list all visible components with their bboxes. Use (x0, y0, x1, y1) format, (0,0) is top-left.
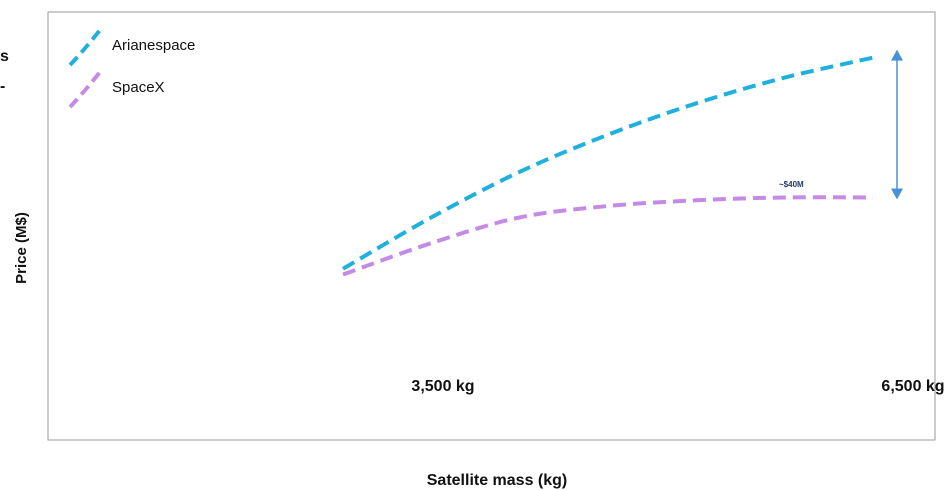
x-axis-label: Satellite mass (kg) (427, 472, 568, 489)
series-layer (341, 55, 874, 277)
plot-area (47, 11, 936, 441)
annotation-layer: ~$40M (779, 49, 903, 200)
legend-label-arianespace: Arianespace (112, 37, 195, 54)
arrow-down-icon (891, 188, 903, 200)
series-line-spacex (342, 195, 874, 277)
y-axis-label-group: Price (M$) (13, 212, 30, 284)
legend-label-spacex: SpaceX (112, 79, 165, 96)
clipped-edge-text-bottom: - (0, 78, 6, 95)
x-tick-label: 6,500 kg (881, 378, 944, 395)
arrow-up-icon (891, 49, 903, 61)
tick-layer: 3,500 kg 6,500 kg (411, 378, 944, 395)
clipped-edge-text-top: s (0, 48, 9, 65)
legend-swatch-spacex (68, 70, 102, 109)
difference-annotation: ~$40M (779, 180, 804, 189)
y-axis-label: Price (M$) (13, 212, 30, 284)
series-line-arianespace (341, 55, 874, 271)
x-tick-label: 3,500 kg (411, 378, 474, 395)
legend-swatch-arianespace (68, 28, 102, 67)
legend: Arianespace SpaceX (68, 28, 195, 109)
